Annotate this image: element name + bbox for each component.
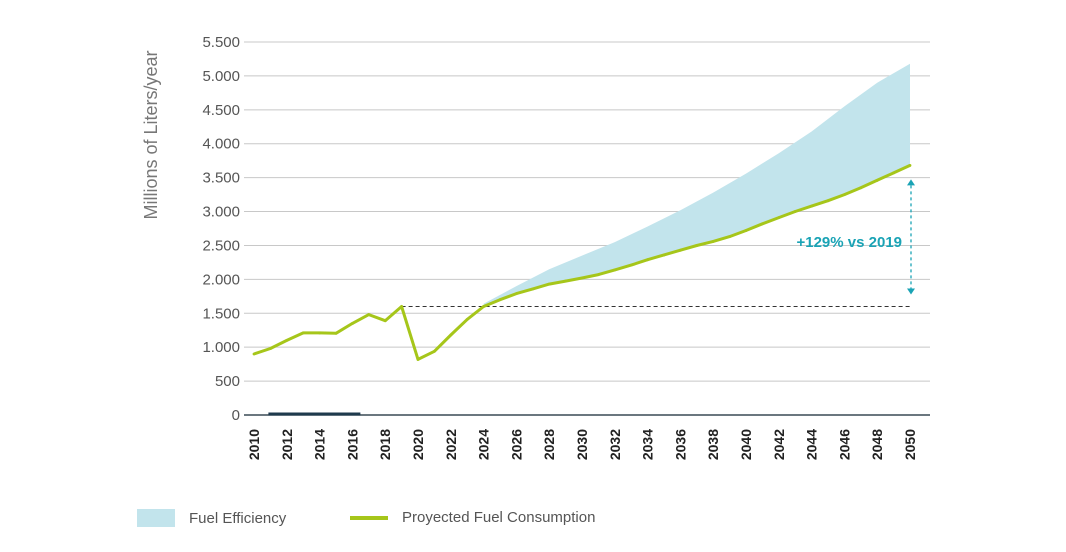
x-tick-label: 2012 [279, 429, 295, 460]
legend-swatch-line [350, 515, 388, 520]
x-tick-label: 2016 [344, 429, 360, 460]
consumption-point [908, 164, 912, 167]
x-tick-label: 2024 [476, 429, 492, 460]
consumption-point [564, 279, 567, 283]
fuel-efficiency-band-layer [483, 63, 910, 307]
y-tick-label: 1.500 [202, 305, 240, 322]
consumption-point [744, 229, 748, 232]
legend-label: Fuel Efficiency [189, 509, 287, 527]
consumption-point [351, 322, 354, 325]
grid-lines [244, 41, 930, 382]
x-tick-label: 2048 [869, 429, 885, 460]
x-tick-label: 2022 [443, 429, 459, 460]
x-tick-label: 2038 [705, 429, 721, 460]
annotation-layer: +129% vs 2019 [796, 179, 915, 295]
x-tick-label: 2030 [574, 429, 590, 460]
y-tick-label: 5.000 [202, 68, 240, 85]
x-tick-label: 2040 [738, 429, 754, 460]
x-tick-label: 2028 [541, 429, 557, 460]
y-tick-label: 2.000 [202, 271, 240, 288]
annotation-arrowhead-down [907, 288, 915, 295]
consumption-point [285, 339, 289, 342]
consumption-point [367, 313, 371, 317]
consumption-point [465, 317, 469, 321]
axes: 0 500 1.000 1.500 2.000 2.500 3.000 3.500 4.000 4… [202, 34, 930, 460]
consumption-point [449, 333, 453, 337]
legend-item-projected-consumption: Proyected Fuel Consumption [350, 509, 595, 526]
consumption-point [433, 349, 436, 353]
annotation-arrowhead-up [907, 179, 915, 186]
consumption-point [482, 305, 485, 308]
consumption-point [416, 357, 420, 361]
y-tick-label: 4.000 [202, 136, 240, 153]
y-tick-label: 2.500 [202, 237, 240, 254]
consumption-point [793, 210, 797, 213]
fuel-efficiency-band [483, 63, 910, 307]
consumption-point [252, 352, 256, 356]
consumption-point [269, 347, 272, 350]
consumption-point [597, 273, 600, 277]
consumption-point [301, 331, 305, 335]
y-tick-label: 500 [215, 373, 240, 390]
consumption-point [629, 263, 633, 267]
x-tick-label: 2050 [902, 429, 918, 460]
x-tick-label: 2020 [410, 429, 426, 460]
consumption-point [383, 319, 387, 323]
consumption-point [859, 186, 863, 190]
consumption-point [826, 199, 830, 203]
y-tick-label: 0 [232, 407, 240, 424]
x-tick-label: 2018 [377, 429, 393, 460]
x-tick-label: 2010 [246, 429, 262, 460]
y-tick-label: 3.000 [202, 204, 240, 221]
consumption-point [728, 235, 731, 239]
annotation-label: +129% vs 2019 [796, 234, 902, 251]
consumption-line-layer [252, 164, 912, 361]
x-tick-label: 2042 [771, 429, 787, 460]
x-tick-label: 2036 [672, 429, 688, 460]
consumption-point [810, 204, 813, 208]
consumption-point [515, 292, 518, 296]
consumption-point [892, 171, 895, 175]
x-tick-label: 2034 [640, 429, 656, 460]
consumption-point [547, 282, 551, 286]
consumption-point [498, 298, 502, 302]
consumption-point [531, 287, 535, 291]
consumption-point [843, 193, 846, 196]
consumption-point [777, 216, 781, 220]
x-tick-label: 2026 [508, 429, 524, 460]
consumption-point [875, 178, 879, 182]
consumption-point [679, 248, 682, 252]
consumption-point [613, 268, 617, 272]
x-tick-label: 2032 [607, 429, 623, 460]
legend-swatch-area [137, 509, 175, 527]
consumption-point [761, 222, 764, 226]
y-tick-label: 4.500 [202, 102, 240, 119]
consumption-point [400, 305, 403, 308]
y-axis-label: Millions of Liters/year [141, 50, 161, 219]
consumption-point [334, 331, 338, 335]
legend-label: Proyected Fuel Consumption [402, 509, 596, 526]
consumption-point [646, 258, 649, 262]
x-tick-label: 2046 [836, 429, 852, 460]
consumption-point [580, 276, 584, 280]
x-tick-label: 2014 [312, 429, 328, 460]
x-tick-label: 2044 [804, 429, 820, 460]
consumption-point [711, 239, 715, 243]
y-tick-label: 1.000 [202, 339, 240, 356]
legend-item-fuel-efficiency: Fuel Efficiency [137, 509, 286, 527]
consumption-point [695, 244, 699, 247]
consumption-point [662, 253, 666, 257]
fuel-chart: 0 500 1.000 1.500 2.000 2.500 3.000 3.500 4.000 4… [141, 34, 930, 460]
y-tick-label: 3.500 [202, 170, 240, 187]
consumption-point [318, 331, 321, 335]
y-tick-label: 5.500 [202, 34, 240, 51]
